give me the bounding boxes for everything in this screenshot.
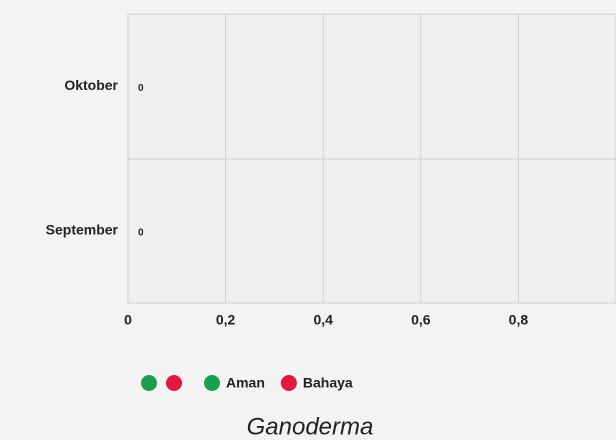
chart: Ganoderma 0 0,2 0,4 0,6 0,8 Oktober 0 September… [0, 0, 616, 440]
chart-title: Ganoderma [247, 413, 374, 440]
x-tick-label: 0,6 [411, 312, 431, 328]
x-tick-label: 0,4 [313, 312, 333, 328]
legend-dot [141, 375, 157, 391]
page: Ganoderma 0 0,2 0,4 0,6 0,8 Oktober 0 September… [0, 0, 616, 440]
legend-marker [281, 375, 297, 391]
x-tick-label: 0,8 [509, 312, 529, 328]
y-tick-label: September [46, 221, 119, 237]
x-tick-label: 0,2 [216, 312, 236, 328]
value-label: 0 [138, 83, 144, 94]
y-tick-label: Oktober [64, 77, 118, 93]
legend-dot [166, 375, 182, 391]
value-label: 0 [138, 227, 144, 238]
x-tick-label: 0 [124, 312, 132, 328]
legend-marker [204, 375, 220, 391]
legend-label[interactable]: Aman [226, 375, 265, 391]
legend-label[interactable]: Bahaya [303, 375, 353, 391]
